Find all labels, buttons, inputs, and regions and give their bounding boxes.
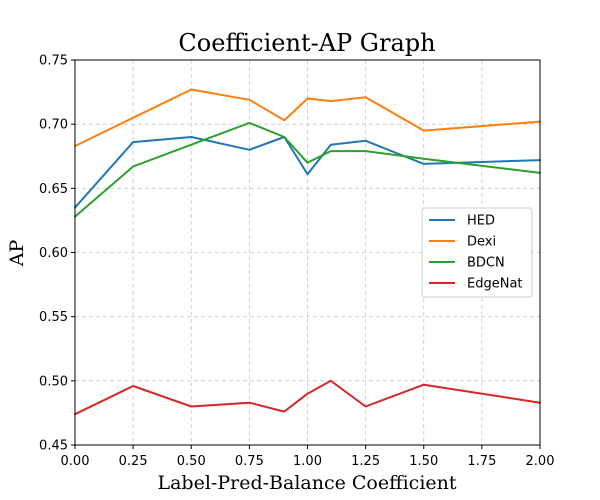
x-tick-label: 2.00 [526, 454, 555, 469]
x-tick-label: 0.50 [177, 454, 206, 469]
y-tick-label: 0.45 [39, 439, 68, 454]
legend-label-hed: HED [467, 214, 495, 229]
legend-label-dexi: Dexi [467, 235, 496, 250]
x-tick-label: 1.50 [409, 454, 438, 469]
x-tick-label: 0.00 [61, 454, 90, 469]
x-tick-label: 1.25 [351, 454, 380, 469]
y-tick-label: 0.50 [39, 374, 68, 389]
y-tick-label: 0.75 [39, 54, 68, 69]
y-tick-label: 0.65 [39, 182, 68, 197]
legend-box [421, 207, 533, 298]
legend-label-bdcn: BDCN [467, 256, 505, 271]
y-tick-label: 0.70 [39, 118, 68, 133]
series-line-dexi [74, 88, 541, 147]
x-tick-label: 1.75 [467, 454, 496, 469]
y-tick-label: 0.60 [39, 246, 68, 261]
y-axis-label: AP [6, 240, 28, 268]
x-tick-label: 0.25 [119, 454, 148, 469]
x-tick-label: 1.00 [293, 454, 322, 469]
x-axis-label: Label-Pred-Balance Coefficient [157, 472, 456, 494]
series-line-hed [74, 136, 541, 209]
y-tick-label: 0.55 [39, 310, 68, 325]
legend: HED Dexi BDCN EdgeNat [421, 207, 533, 298]
x-tick-label: 0.75 [235, 454, 264, 469]
series-line-edgenat [74, 379, 541, 416]
chart-title: Coefficient-AP Graph [178, 29, 435, 57]
series-layer [74, 88, 541, 416]
legend-label-edgenat: EdgeNat [467, 277, 523, 292]
series-line-bdcn [74, 121, 541, 218]
tick-layer: 0.00 0.25 0.50 0.75 1.00 1.25 1.50 1.75 2.00 0.45… [39, 54, 554, 470]
